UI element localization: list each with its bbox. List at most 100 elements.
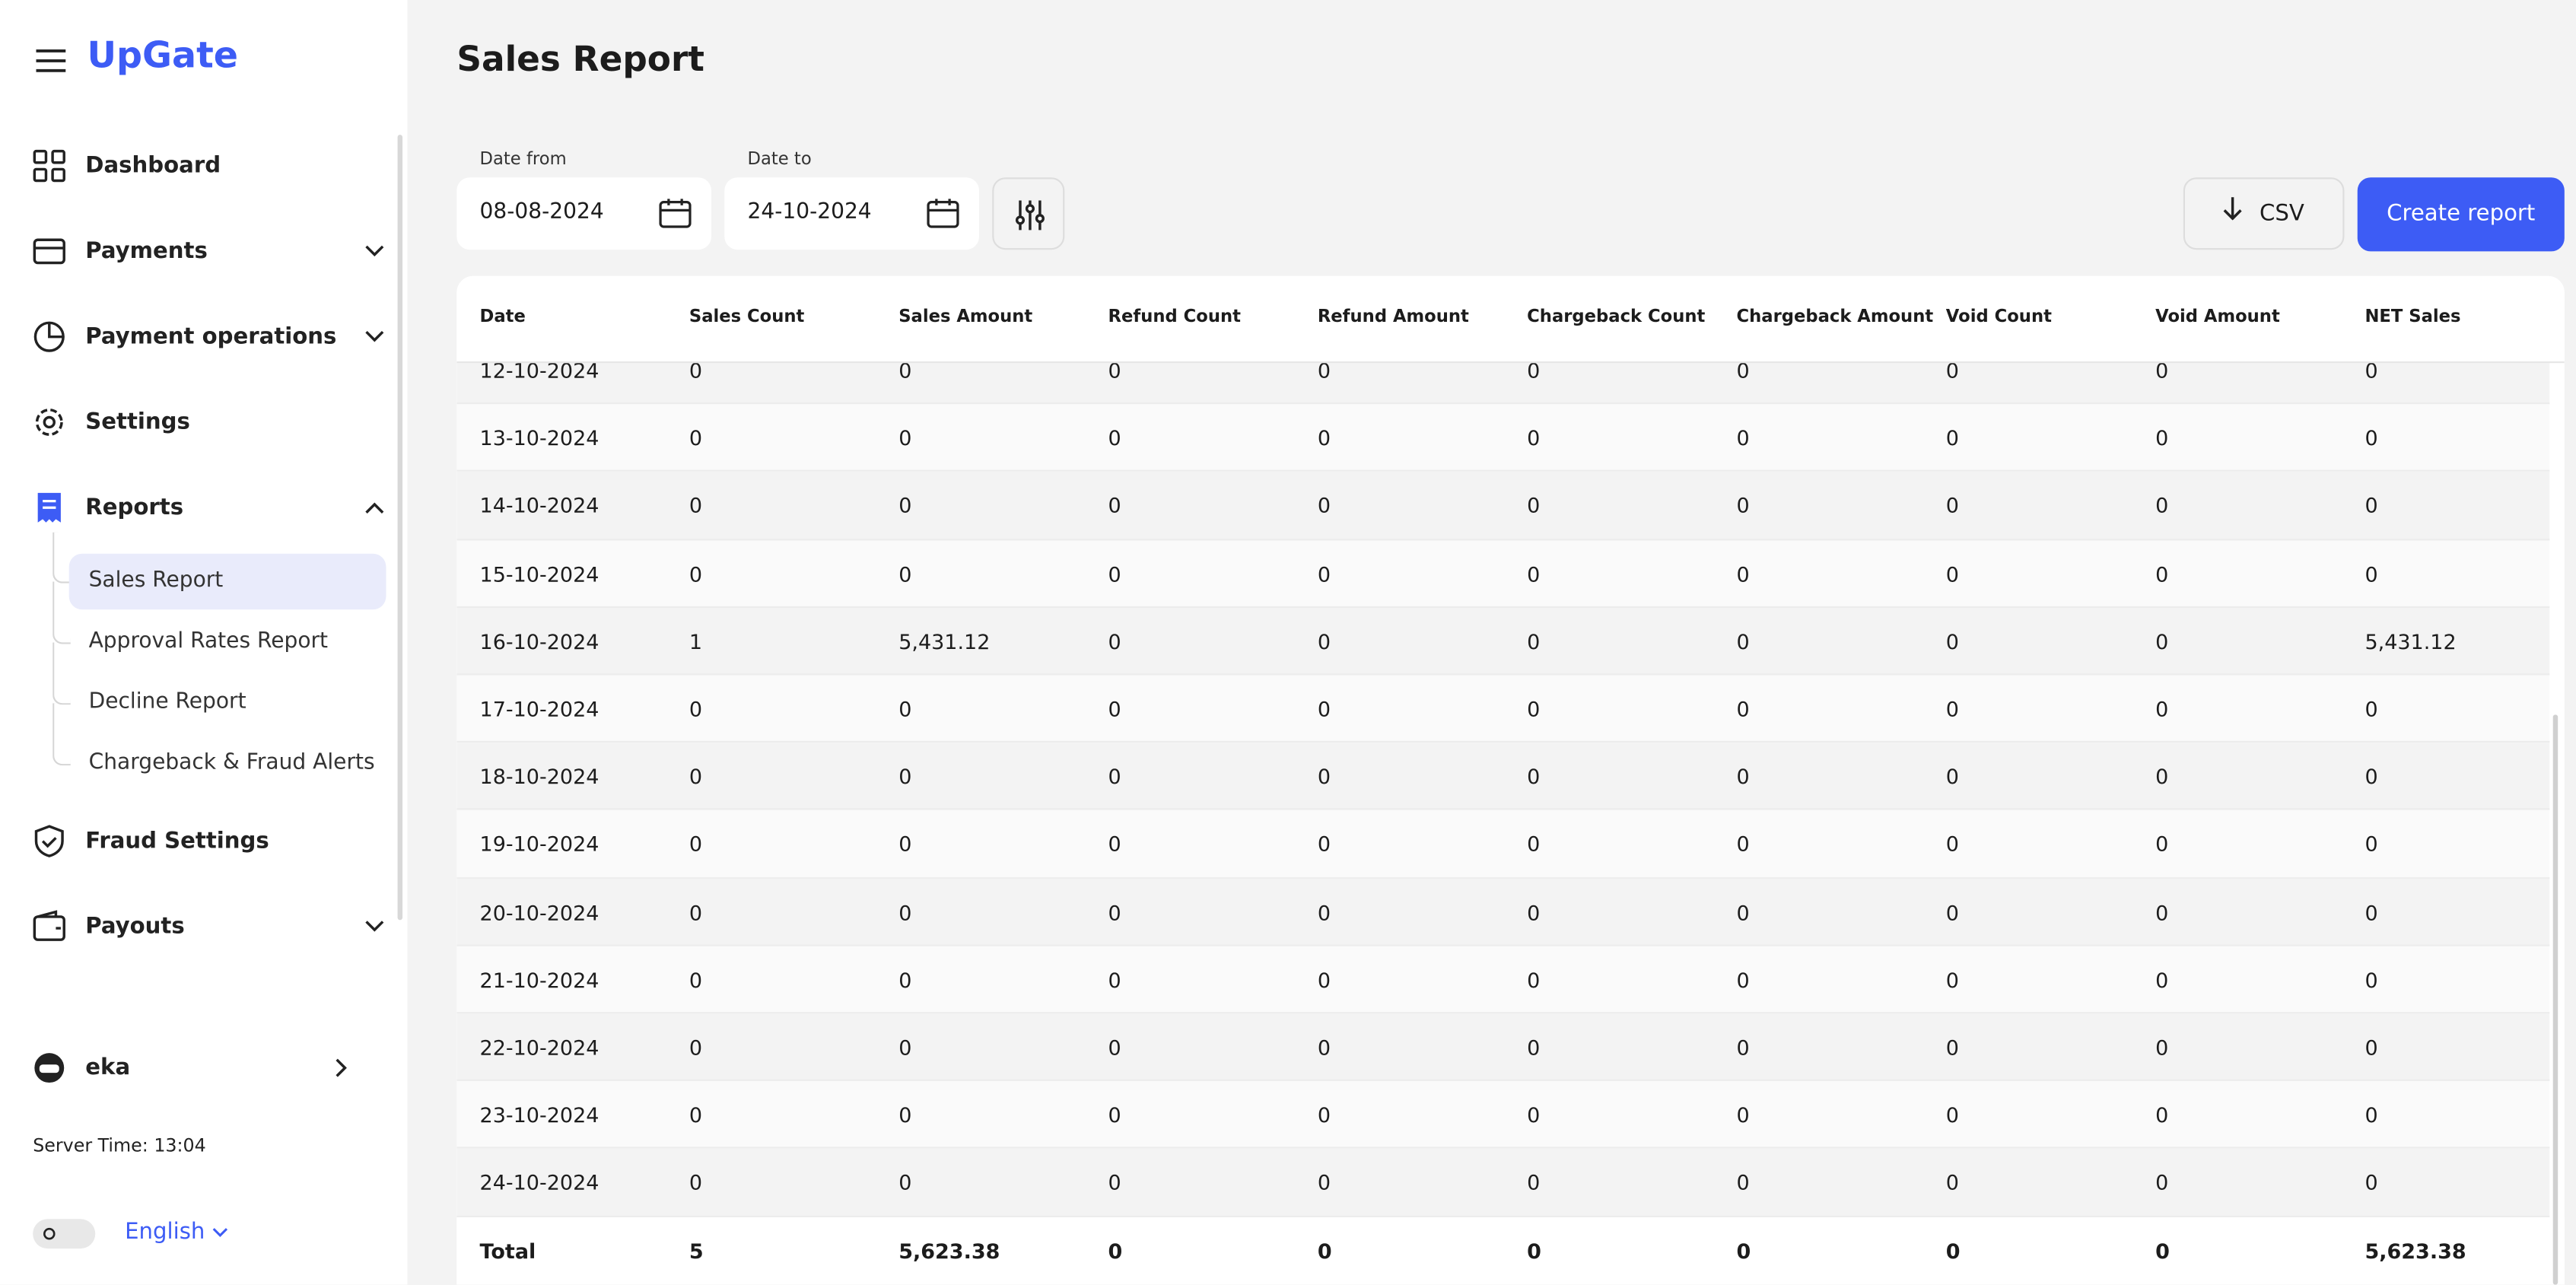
theme-toggle[interactable] bbox=[33, 1219, 96, 1249]
sub-nav-item[interactable]: Decline Report bbox=[88, 689, 246, 715]
table-cell: 5,431.12 bbox=[2365, 628, 2457, 654]
table-row: 17-10-2024 0 0 0 0 0 0 0 0 0 bbox=[456, 675, 2550, 743]
table-cell: 0 bbox=[1527, 628, 1541, 654]
nav-label: Payments bbox=[85, 238, 208, 265]
column-header: NET Sales bbox=[2365, 307, 2461, 327]
table-cell: 0 bbox=[1945, 1035, 1959, 1060]
user-menu[interactable]: eka bbox=[33, 1048, 361, 1088]
table-cell: 0 bbox=[1527, 1170, 1541, 1195]
table-cell: 0 bbox=[2365, 1035, 2378, 1060]
menu-icon[interactable] bbox=[36, 49, 66, 72]
table-cell: 14-10-2024 bbox=[479, 493, 599, 519]
table-cell: 0 bbox=[898, 425, 912, 451]
table-cell: 0 bbox=[1317, 493, 1331, 519]
table-cell: 0 bbox=[2365, 493, 2378, 519]
table-cell: 0 bbox=[1108, 696, 1121, 721]
column-header: Void Amount bbox=[2155, 307, 2280, 327]
date-from-input[interactable]: 08-08-2024 bbox=[456, 177, 712, 250]
table-cell: 0 bbox=[1317, 561, 1331, 587]
nav-label: Reports bbox=[85, 494, 184, 521]
table-cell: 0 bbox=[2155, 628, 2169, 654]
table-cell: 0 bbox=[1108, 361, 1121, 383]
table-cell: 0 bbox=[1317, 832, 1331, 857]
table-cell: 0 bbox=[2155, 764, 2169, 789]
nav-settings[interactable]: Settings bbox=[33, 402, 190, 442]
table-cell: 0 bbox=[898, 1035, 912, 1060]
table-cell: 0 bbox=[1945, 361, 1959, 383]
table-row: 13-10-2024 0 0 0 0 0 0 0 0 0 bbox=[456, 404, 2550, 472]
nav-label: Payouts bbox=[85, 913, 185, 940]
total-cell: 0 bbox=[2155, 1239, 2170, 1264]
filter-button[interactable] bbox=[992, 177, 1065, 250]
nav-payments[interactable]: Payments bbox=[33, 231, 384, 271]
column-header: Sales Count bbox=[689, 307, 805, 327]
table-cell: 0 bbox=[1108, 764, 1121, 789]
button-label: CSV bbox=[2259, 200, 2304, 227]
table-cell: 0 bbox=[689, 425, 703, 451]
table-row: 20-10-2024 0 0 0 0 0 0 0 0 0 bbox=[456, 878, 2550, 946]
language: English bbox=[125, 1219, 205, 1245]
table-cell: 0 bbox=[2155, 1035, 2169, 1060]
table-cell: 0 bbox=[2155, 832, 2169, 857]
table-row: 21-10-2024 0 0 0 0 0 0 0 0 0 bbox=[456, 946, 2550, 1014]
table-cell: 0 bbox=[898, 361, 912, 383]
table-cell: 16-10-2024 bbox=[479, 628, 599, 654]
column-header: Sales Amount bbox=[898, 307, 1033, 327]
table-cell: 0 bbox=[1108, 493, 1121, 519]
table-cell: 0 bbox=[689, 361, 703, 383]
total-cell: 0 bbox=[1736, 1239, 1751, 1264]
table-cell: 0 bbox=[1527, 425, 1541, 451]
sub-nav-item[interactable]: Approval Rates Report bbox=[88, 629, 329, 654]
table-cell: 0 bbox=[2155, 361, 2169, 383]
nav-payment-operations[interactable]: Payment operations bbox=[33, 317, 384, 357]
scrollbar[interactable] bbox=[397, 135, 403, 921]
table-cell: 0 bbox=[1317, 425, 1331, 451]
table-cell: 0 bbox=[1736, 425, 1750, 451]
nav-dashboard[interactable]: Dashboard bbox=[33, 146, 221, 186]
table-cell: 0 bbox=[2365, 832, 2378, 857]
table-cell: 0 bbox=[1317, 967, 1331, 992]
table-cell: 0 bbox=[1317, 628, 1331, 654]
table-cell: 0 bbox=[689, 764, 703, 789]
table-cell: 17-10-2024 bbox=[479, 696, 599, 721]
logo[interactable]: UpGate bbox=[87, 36, 239, 78]
nav-fraud-settings[interactable]: Fraud Settings bbox=[33, 822, 269, 861]
table-body: 12-10-2024 0 0 0 0 0 0 0 0 0 13-10-2024 0 0 0 0 0 0 0 0 0 14… bbox=[456, 361, 2550, 1217]
table-cell: 0 bbox=[1108, 967, 1121, 992]
language-select[interactable]: English bbox=[125, 1219, 228, 1245]
table-cell: 0 bbox=[1736, 561, 1750, 587]
table-cell: 0 bbox=[1945, 1170, 1959, 1195]
tree-line bbox=[52, 642, 71, 705]
table-cell: 0 bbox=[1945, 1102, 1959, 1128]
nav-reports[interactable]: Reports bbox=[33, 488, 384, 527]
table-cell: 0 bbox=[689, 696, 703, 721]
create-report-button[interactable]: Create report bbox=[2357, 177, 2565, 252]
date-to-input[interactable]: 24-10-2024 bbox=[724, 177, 980, 250]
table-cell: 1 bbox=[689, 628, 703, 654]
table-cell: 0 bbox=[1736, 361, 1750, 383]
sub-nav-item[interactable]: Sales Report bbox=[68, 553, 386, 610]
csv-button[interactable]: CSV bbox=[2183, 177, 2345, 250]
table-row: 14-10-2024 0 0 0 0 0 0 0 0 0 bbox=[456, 472, 2550, 540]
sub-nav-item[interactable]: Chargeback & Fraud Alerts bbox=[88, 750, 375, 776]
scrollbar bbox=[2552, 714, 2559, 1285]
table-cell: 22-10-2024 bbox=[479, 1035, 599, 1060]
table-cell: 0 bbox=[1527, 899, 1541, 924]
table-cell: 0 bbox=[1527, 696, 1541, 721]
table-cell: 0 bbox=[1736, 1170, 1750, 1195]
column-header: Chargeback Count bbox=[1527, 307, 1706, 327]
table-cell: 0 bbox=[689, 1102, 703, 1128]
tree-line bbox=[52, 581, 71, 644]
nav-payouts[interactable]: Payouts bbox=[33, 907, 384, 946]
table-cell: 0 bbox=[1317, 1102, 1331, 1128]
table-row: 22-10-2024 0 0 0 0 0 0 0 0 0 bbox=[456, 1013, 2550, 1082]
table-row: 12-10-2024 0 0 0 0 0 0 0 0 0 bbox=[456, 361, 2550, 405]
table-cell: 0 bbox=[1527, 1035, 1541, 1060]
table-cell: 0 bbox=[898, 561, 912, 587]
table-cell: 0 bbox=[898, 832, 912, 857]
table-cell: 0 bbox=[1945, 696, 1959, 721]
column-header: Refund Count bbox=[1108, 307, 1241, 327]
